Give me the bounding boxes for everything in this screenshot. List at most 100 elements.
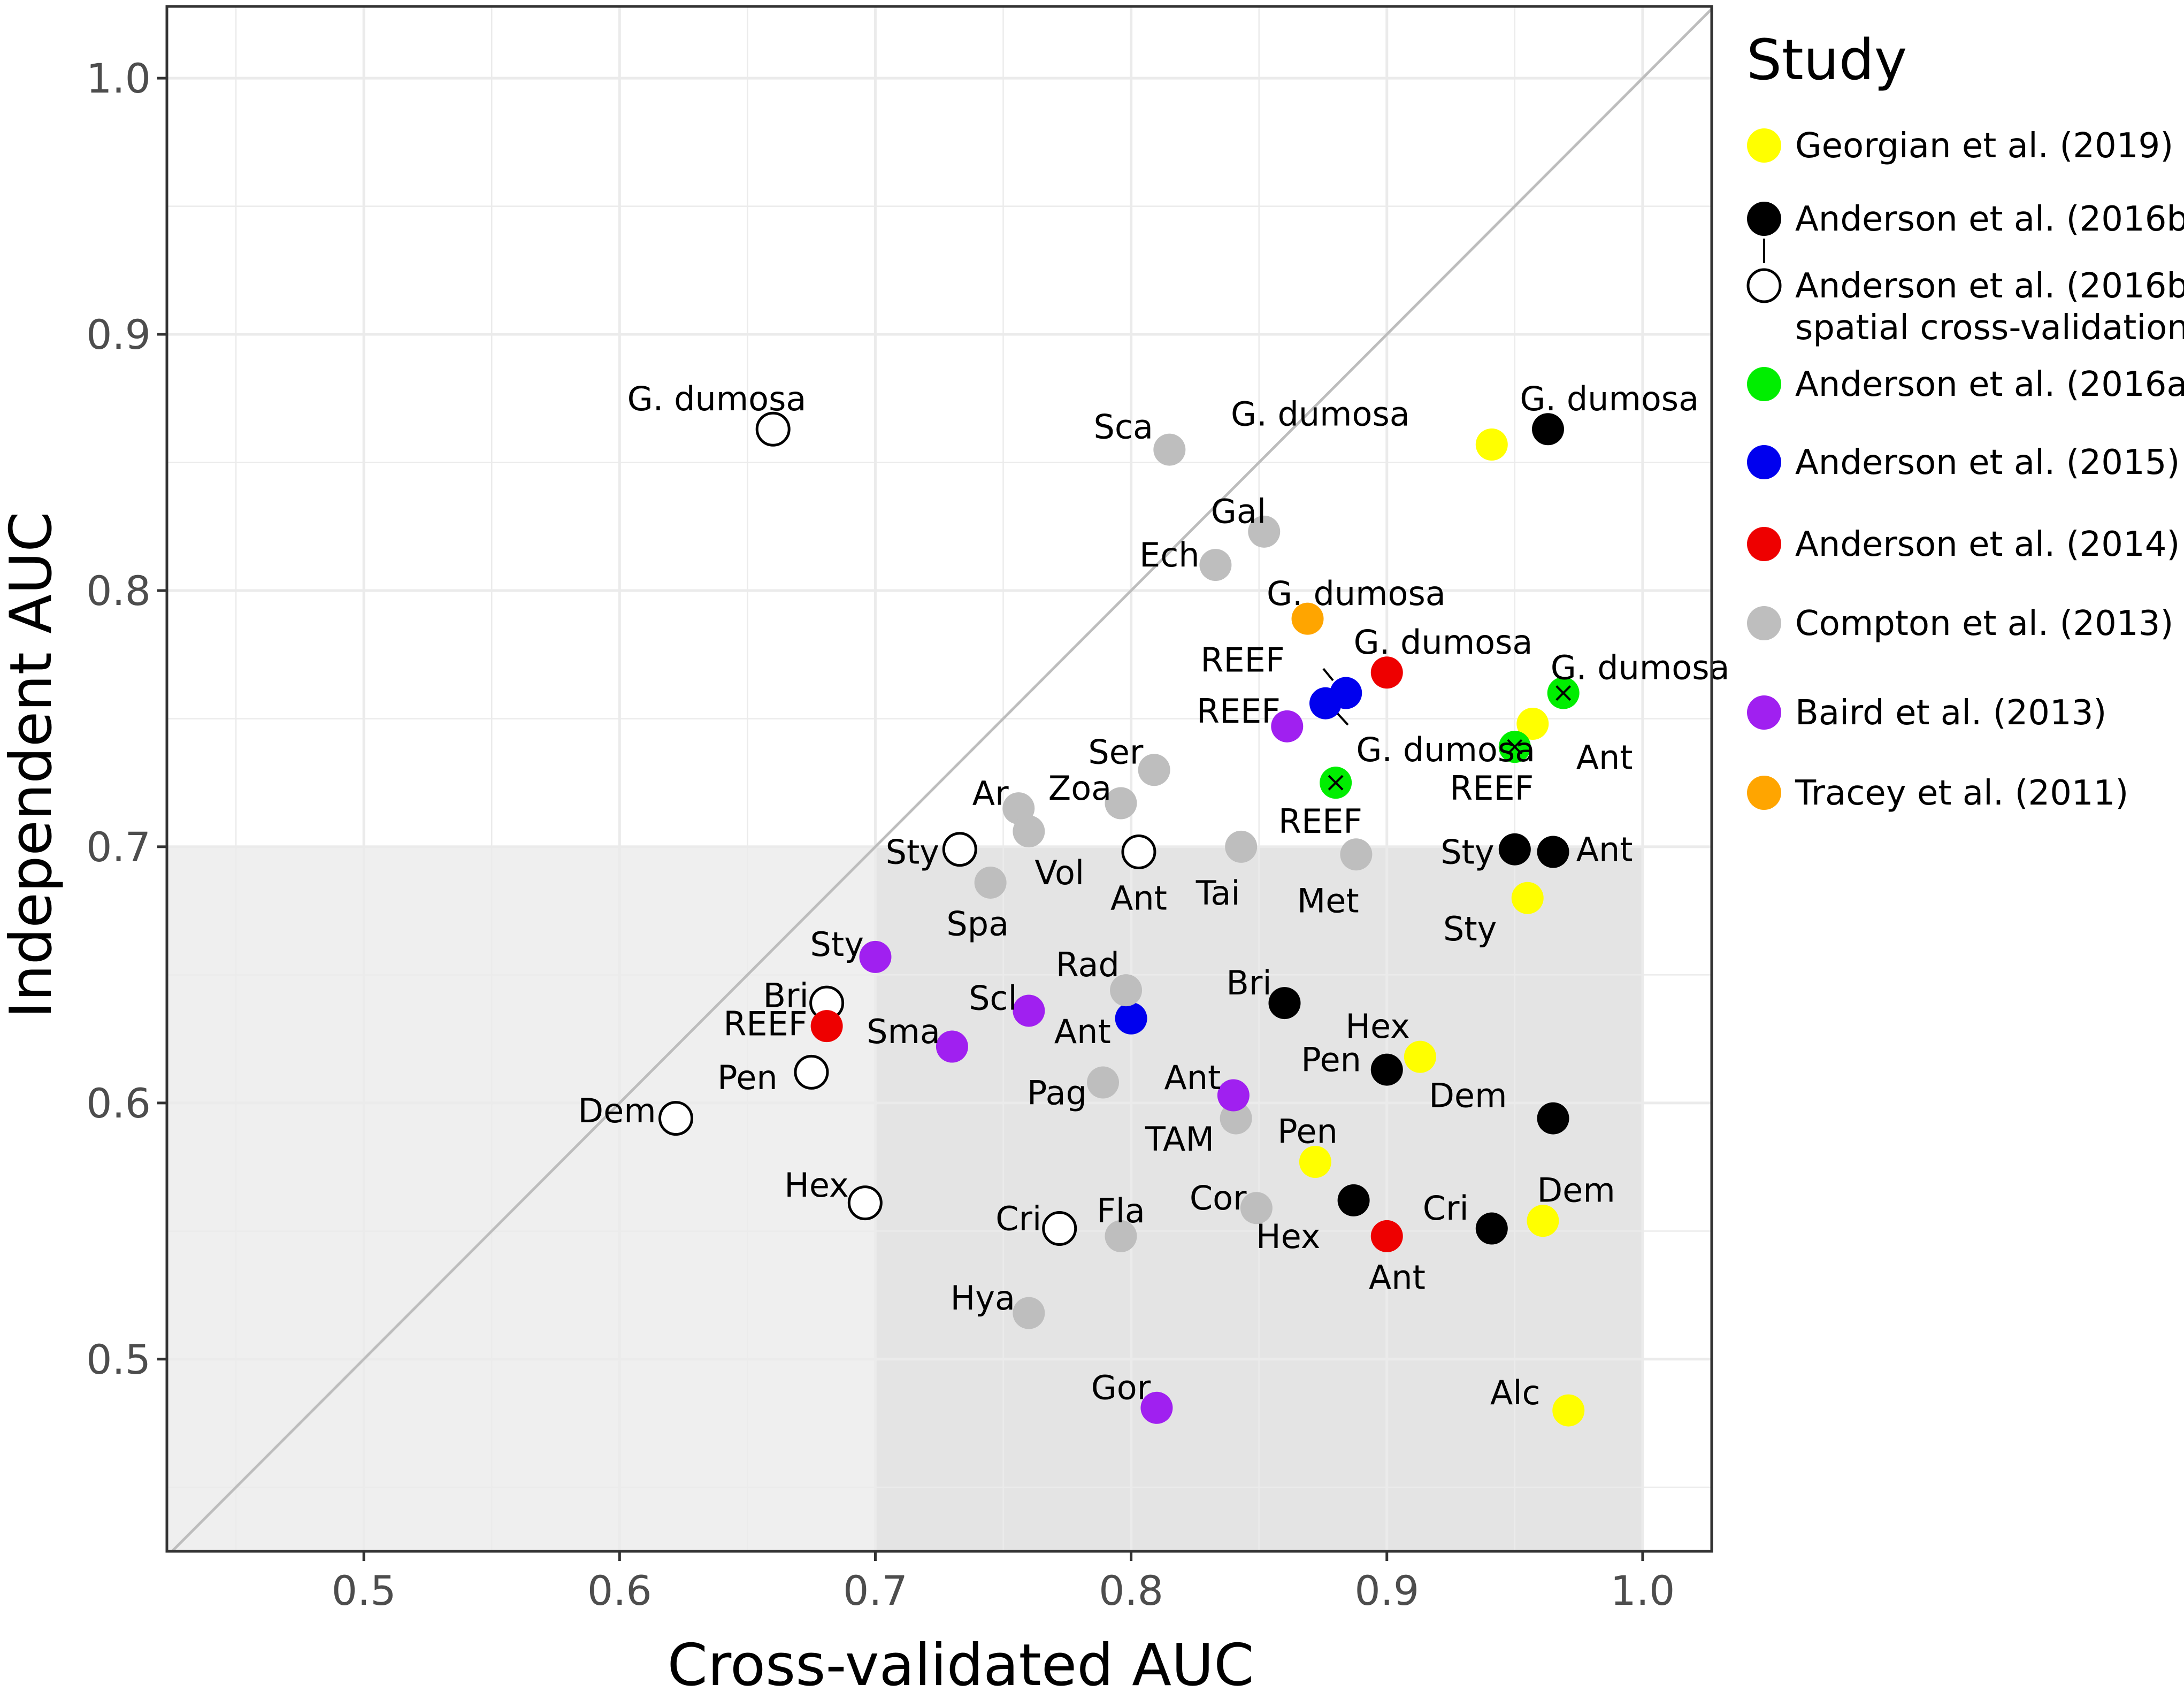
y-tick-label: 0.7 xyxy=(86,823,151,871)
y-tick-label: 0.6 xyxy=(86,1079,151,1127)
point-label: Pen xyxy=(717,1058,778,1097)
data-point xyxy=(1225,830,1258,863)
point-label: Ant xyxy=(1110,879,1167,918)
data-point xyxy=(1013,1297,1045,1329)
data-point-open xyxy=(658,1101,694,1136)
point-label: Ser xyxy=(1088,733,1144,772)
point-label: Sma xyxy=(867,1012,940,1051)
point-label: Ant xyxy=(1369,1258,1426,1297)
x-tick-label: 0.9 xyxy=(1354,1567,1419,1614)
legend-key xyxy=(1747,202,1781,236)
data-point xyxy=(1115,1002,1147,1035)
point-cross-marker xyxy=(1555,685,1572,701)
point-cross-marker xyxy=(1507,739,1523,755)
legend-entry: Anderson et al. (2014) xyxy=(1747,525,2180,564)
legend-label: Baird et al. (2013) xyxy=(1795,693,2106,733)
y-tick-label: 1.0 xyxy=(86,55,151,102)
point-label: Ar xyxy=(972,774,1009,813)
legend: Study Georgian et al. (2019) Anderson et a… xyxy=(1746,27,2184,813)
series-baird-et-al-2013-: REEF Sty Scl Sma Ant Gor xyxy=(810,692,1304,1424)
point-label: Dem xyxy=(1537,1171,1615,1210)
point-label: REEF xyxy=(1197,692,1281,731)
y-axis-title: Independent AUC xyxy=(0,511,65,1018)
legend-key xyxy=(1747,527,1781,561)
point-label: Ant xyxy=(1054,1012,1111,1051)
legend-title: Study xyxy=(1746,27,1907,93)
data-point xyxy=(1199,549,1232,581)
data-point xyxy=(1370,1053,1403,1086)
x-axis-title: Cross-validated AUC xyxy=(668,1632,1254,1692)
series-anderson-et-al-2016b-spatial-cross-validation: G. dumosa Sty Ant Bri Pen Dem Hex Cri xyxy=(578,379,1167,1246)
legend-entry: Anderson et al. (2015) xyxy=(1747,443,2180,483)
legend-entry: Compton et al. (2013) xyxy=(1747,604,2173,644)
point-label: Tai xyxy=(1196,874,1240,913)
point-label: Met xyxy=(1297,881,1359,920)
data-point xyxy=(1475,1212,1508,1245)
point-label: Scl xyxy=(969,978,1017,1017)
point-label: Spa xyxy=(946,905,1009,944)
legend-entry: Tracey et al. (2011) xyxy=(1747,774,2128,813)
point-label: Hex xyxy=(784,1166,848,1205)
point-label: Pag xyxy=(1027,1074,1087,1113)
point-label: Cri xyxy=(1423,1189,1469,1228)
data-point-open xyxy=(1042,1211,1077,1246)
legend-label: Georgian et al. (2019) xyxy=(1795,126,2173,166)
data-point xyxy=(1217,1079,1250,1112)
point-label: G. dumosa xyxy=(1354,623,1533,662)
data-point xyxy=(1337,1184,1370,1216)
point-label: TAM xyxy=(1145,1120,1214,1159)
data-point xyxy=(1299,1146,1331,1178)
legend-key xyxy=(1747,128,1781,163)
series-anderson-et-al-2016b-: G. dumosa Sty Ant Bri Pen Dem Hex Cri xyxy=(1226,379,1699,1256)
data-point xyxy=(1370,1220,1403,1252)
data-point xyxy=(1248,515,1281,548)
data-point xyxy=(1370,656,1403,689)
data-point xyxy=(1404,1040,1436,1073)
legend-key xyxy=(1747,445,1781,479)
point-label: Sty xyxy=(1440,832,1494,871)
point-label: REEF xyxy=(723,1004,807,1043)
data-point xyxy=(859,940,892,973)
panel-border xyxy=(165,5,1713,1553)
data-point xyxy=(1537,836,1569,868)
data-point xyxy=(1516,708,1549,740)
point-label: Bri xyxy=(763,976,808,1015)
point-label: Pen xyxy=(1301,1040,1361,1079)
point-label: Ant xyxy=(1164,1058,1221,1097)
point-label: Sca xyxy=(1094,407,1153,446)
legend-label: Compton et al. (2013) xyxy=(1795,604,2173,644)
point-label: Cor xyxy=(1190,1178,1247,1218)
y-tick-label: 0.9 xyxy=(86,311,151,358)
legend-entry: Anderson et al. (2016b)spatial cross-val… xyxy=(1746,266,2184,348)
point-label: Gor xyxy=(1091,1368,1151,1407)
point-label: Fla xyxy=(1097,1191,1145,1230)
data-point xyxy=(1531,413,1564,446)
legend-entry: Anderson et al. (2016a) xyxy=(1747,365,2184,404)
point-label: Zoa xyxy=(1048,769,1112,808)
data-point-open xyxy=(847,1185,883,1221)
series-anderson-et-al-2014-: G. dumosa REEF Ant xyxy=(723,623,1532,1297)
point-label: Ech xyxy=(1139,535,1200,575)
data-point xyxy=(1475,428,1508,461)
point-label: Pen xyxy=(1277,1112,1338,1151)
point-label: G. dumosa xyxy=(1520,379,1699,418)
point-label: Ant xyxy=(1576,738,1633,777)
data-point xyxy=(1013,815,1045,848)
legend-label: Anderson et al. (2014) xyxy=(1795,525,2180,564)
series-tracey-et-al-2011-: G. dumosa xyxy=(1267,574,1446,635)
legend-entry: Anderson et al. (2016b) xyxy=(1747,200,2184,239)
data-point xyxy=(1498,833,1531,866)
legend-key xyxy=(1747,367,1781,401)
data-point-open xyxy=(755,411,791,447)
point-label: Hex xyxy=(1345,1007,1409,1046)
y-tick-label: 0.8 xyxy=(86,567,151,615)
point-label: Hya xyxy=(951,1278,1015,1318)
x-tick-label: 1.0 xyxy=(1610,1567,1675,1614)
point-label: REEF xyxy=(1450,769,1534,808)
point-label: Sty xyxy=(1443,909,1497,948)
data-point xyxy=(1340,838,1373,871)
point-label: Bri xyxy=(1226,963,1271,1002)
data-point xyxy=(1138,754,1170,786)
